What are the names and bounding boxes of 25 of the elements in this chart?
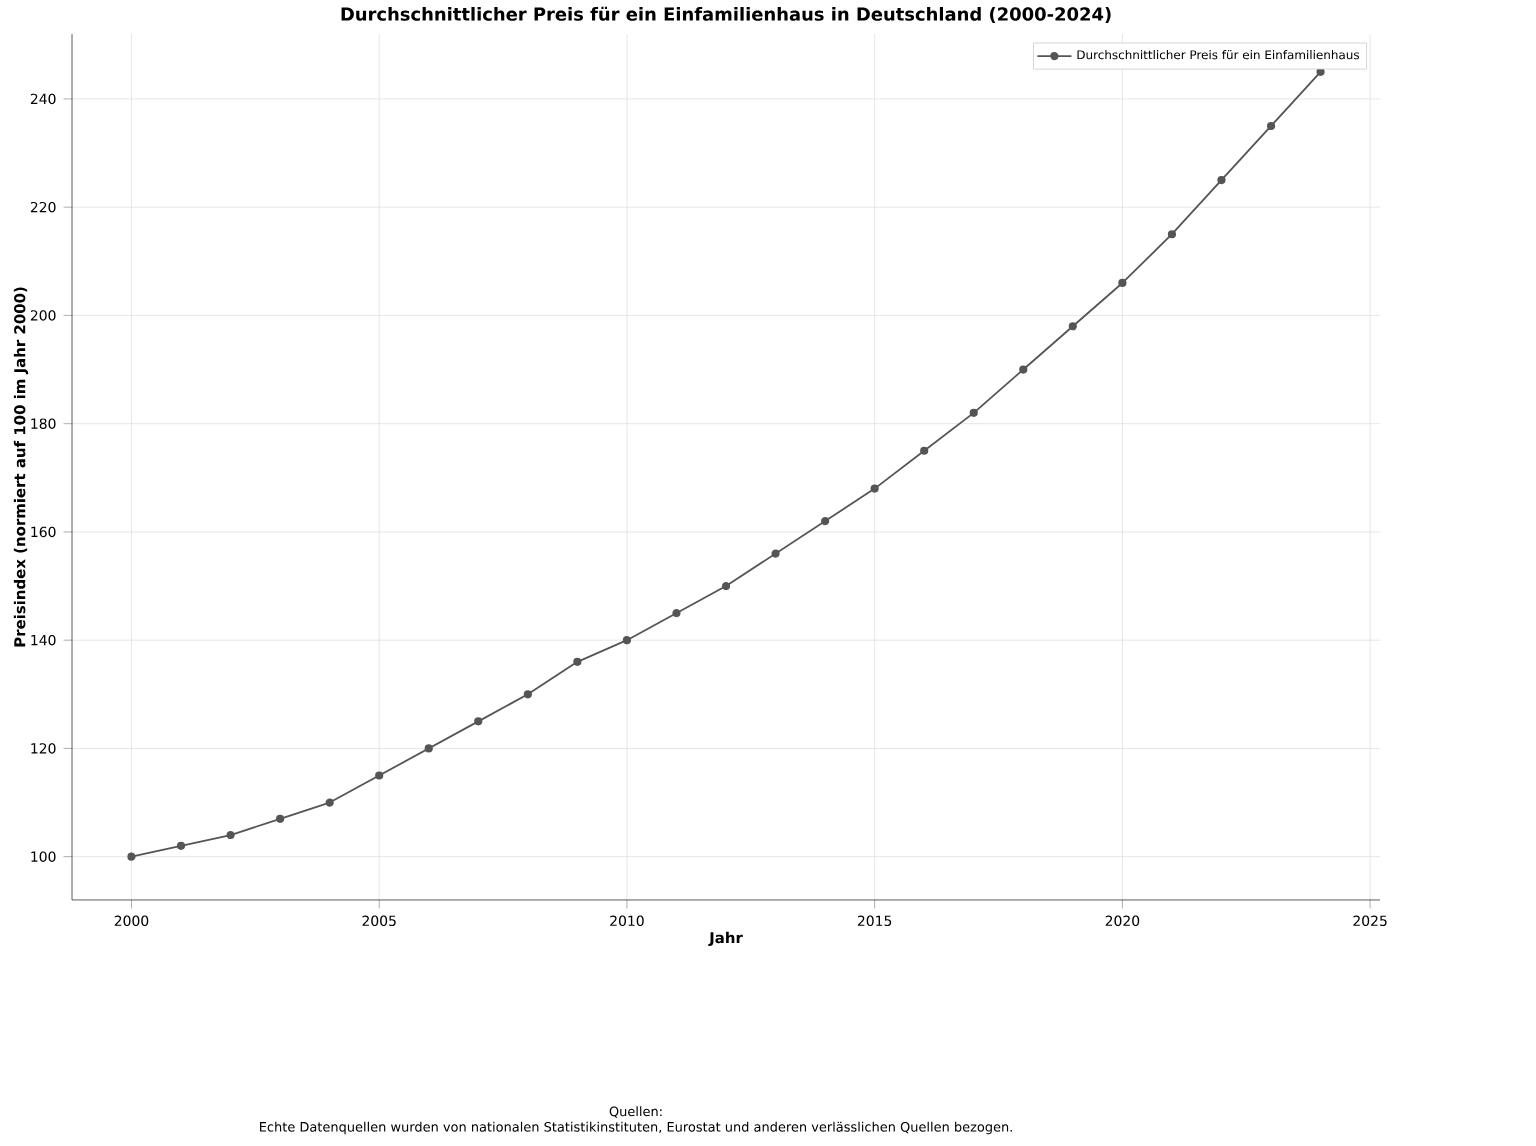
point <box>127 852 136 861</box>
point <box>226 830 235 840</box>
point <box>375 771 384 780</box>
point <box>969 408 978 417</box>
point <box>325 798 334 807</box>
point <box>276 814 285 823</box>
point <box>176 841 186 850</box>
point <box>870 484 879 493</box>
point <box>1019 365 1028 374</box>
point <box>672 609 681 618</box>
point <box>1167 230 1177 239</box>
point <box>1068 322 1077 331</box>
point <box>1266 121 1276 131</box>
point <box>424 744 433 753</box>
point <box>573 657 582 666</box>
point <box>721 581 731 591</box>
point <box>1118 278 1127 288</box>
point <box>1217 176 1226 185</box>
point <box>920 446 929 455</box>
point <box>523 690 532 699</box>
point <box>771 549 780 558</box>
point <box>622 636 632 645</box>
point <box>474 717 483 726</box>
point <box>821 516 830 526</box>
chart-title: Durchschnittlicher Preis für ein Einfamilienhaus in Deutschland (2000-2024) <box>341 6 1111 23</box>
